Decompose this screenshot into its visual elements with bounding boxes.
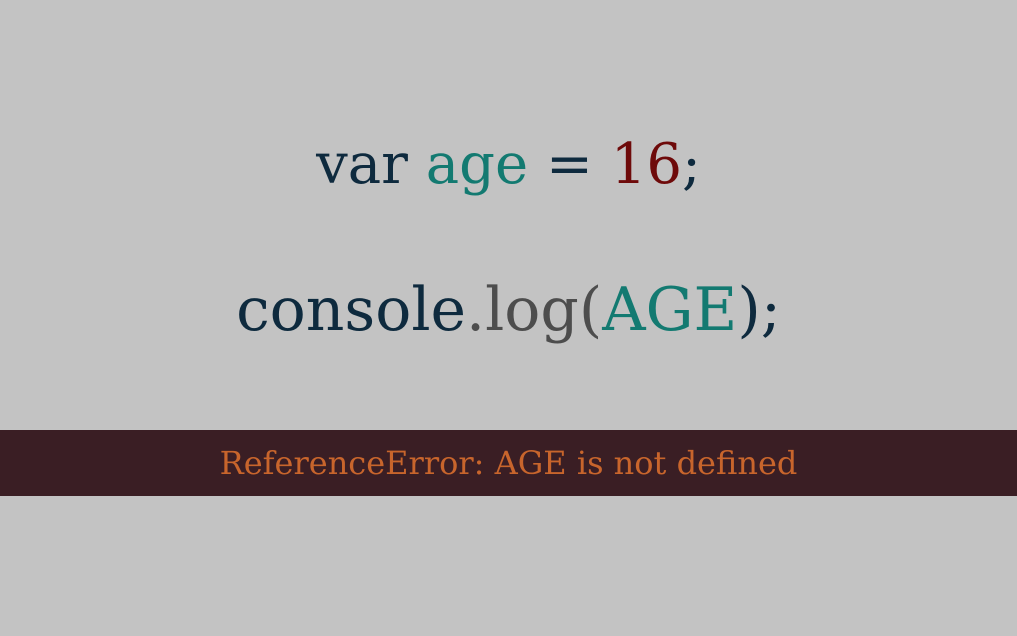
error-message: ReferenceError: AGE is not defined	[219, 444, 798, 482]
code-line-declaration: var age = 16;	[0, 126, 1017, 204]
keyword-token: var	[316, 132, 408, 197]
assignment-operator: =	[545, 132, 593, 197]
closing-paren-token: );	[737, 275, 781, 345]
identifier-token: age	[425, 132, 529, 197]
number-literal: 16	[610, 132, 682, 197]
console-object-token: console	[236, 275, 467, 345]
argument-token: AGE	[602, 275, 738, 345]
code-line-console-log: console.log(AGE);	[0, 268, 1017, 352]
error-banner: ReferenceError: AGE is not defined	[0, 430, 1017, 496]
statement-terminator: ;	[681, 132, 701, 197]
log-method-token: .log(	[466, 275, 603, 345]
